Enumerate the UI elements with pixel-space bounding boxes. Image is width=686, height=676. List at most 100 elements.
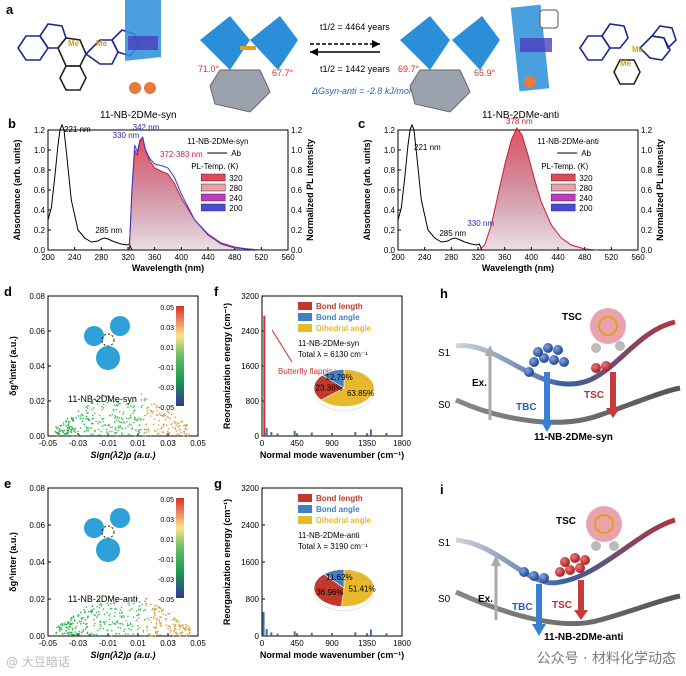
- y2-tick-label: 0.6: [291, 186, 303, 195]
- y-tick-label: 0.08: [29, 292, 45, 301]
- scatter-point: [70, 633, 73, 635]
- scatter-point: [66, 627, 69, 629]
- scatter-point: [90, 422, 93, 425]
- scatter-point: [60, 424, 63, 427]
- me-label-1: Me: [68, 39, 80, 48]
- total-lambda: Total λ = 3190 cm⁻¹: [298, 542, 368, 551]
- legend-temp-label: 280: [579, 184, 593, 193]
- scatter-point: [179, 635, 182, 637]
- scatter-point: [85, 409, 88, 412]
- bar: [276, 433, 279, 436]
- x-axis-label: Normal mode wavenumber (cm⁻¹): [260, 650, 404, 660]
- y2-tick-label: 0.0: [291, 246, 303, 255]
- y-tick-label: 0.02: [29, 397, 45, 406]
- colorbar-tick: -0.05: [158, 405, 174, 412]
- scatter-point: [139, 601, 141, 603]
- scatter-point: [156, 632, 158, 634]
- x-tick-label: 900: [325, 639, 339, 648]
- legend-temp-label: 240: [579, 194, 593, 203]
- colorbar-tick: 0.05: [160, 497, 174, 504]
- scatter-point: [105, 620, 107, 623]
- legend-temp-label: 200: [229, 204, 243, 213]
- scatter-point: [157, 414, 159, 417]
- scatter-point: [143, 428, 146, 431]
- scatter-point: [116, 415, 118, 418]
- y-tick-label: 0: [255, 432, 260, 441]
- x-tick-label: 1350: [358, 639, 376, 648]
- scatter-point: [61, 625, 64, 627]
- scatter-point: [70, 616, 73, 619]
- x-tick-label: 360: [148, 253, 162, 262]
- scatter-point: [181, 631, 184, 633]
- scatter-point: [120, 427, 122, 429]
- scatter-point: [173, 630, 175, 633]
- x-tick-label: 1800: [393, 439, 411, 448]
- scatter-point: [182, 626, 184, 628]
- scatter-point: [57, 426, 59, 429]
- scatter-point: [86, 427, 88, 430]
- scatter-point: [123, 616, 125, 618]
- scatter-point: [148, 430, 150, 432]
- scatter-point: [153, 626, 155, 629]
- scatter-point: [127, 406, 129, 409]
- x-tick-label: -0.01: [99, 439, 118, 448]
- bar: [276, 633, 279, 636]
- scatter-point: [135, 429, 137, 432]
- scatter-point: [78, 620, 81, 623]
- scatter-point: [136, 614, 138, 617]
- scatter-point: [132, 412, 134, 415]
- x-tick-label: 440: [201, 253, 215, 262]
- scatter-point: [149, 434, 152, 437]
- x-tick-label: 0.03: [160, 439, 176, 448]
- scatter-point: [73, 430, 75, 432]
- scatter-point: [155, 604, 157, 607]
- x-tick-label: 1350: [358, 439, 376, 448]
- scatter-point: [114, 432, 116, 434]
- y-tick-label: 800: [246, 595, 260, 604]
- scatter-point: [174, 628, 177, 630]
- scatter-point: [65, 420, 67, 423]
- scatter-point: [146, 625, 148, 628]
- scatter-point: [175, 430, 178, 432]
- scatter-point: [72, 434, 75, 437]
- scatter-point: [92, 433, 95, 436]
- bar: [270, 432, 273, 436]
- x-tick-label: -0.03: [69, 439, 88, 448]
- scatter-point: [107, 424, 109, 427]
- scatter-point: [82, 417, 84, 420]
- scatter-point: [119, 421, 121, 424]
- scatter-point: [61, 633, 64, 635]
- scatter-point: [82, 629, 85, 631]
- scatter-point: [168, 613, 171, 615]
- scatter-point: [167, 612, 170, 615]
- pie-slice: [321, 369, 345, 389]
- scatter-point: [118, 417, 120, 419]
- x-tick-label: 400: [175, 253, 189, 262]
- y-tick-label: 0.0: [384, 246, 396, 255]
- scatter-point: [71, 627, 74, 630]
- scatter-point: [178, 623, 180, 626]
- bar: [331, 433, 333, 436]
- scatter-point: [61, 628, 63, 631]
- legend-ab: Ab: [581, 149, 591, 158]
- y2-axis-label: Normalized PL intensity: [655, 139, 665, 241]
- scatter-point: [114, 428, 116, 431]
- scatter-point: [141, 404, 143, 407]
- scatter-point: [169, 417, 171, 420]
- scatter-point: [133, 602, 135, 605]
- legend-title: 11-NB-2DMe-syn: [187, 137, 248, 146]
- scatter-point: [150, 621, 153, 624]
- scatter-point: [150, 410, 153, 413]
- scatter-point: [153, 403, 156, 405]
- syn-side-view: [125, 0, 161, 94]
- scatter-point: [102, 420, 104, 423]
- scatter-point: [168, 431, 171, 434]
- scatter-point: [100, 397, 102, 399]
- calculator-icon[interactable]: [539, 9, 559, 29]
- scatter-point: [139, 609, 141, 611]
- scatter-point: [99, 421, 102, 424]
- pl-area: [129, 138, 262, 250]
- pie-depth: [313, 373, 375, 411]
- scatter-point: [144, 397, 146, 400]
- scatter-point: [95, 633, 98, 636]
